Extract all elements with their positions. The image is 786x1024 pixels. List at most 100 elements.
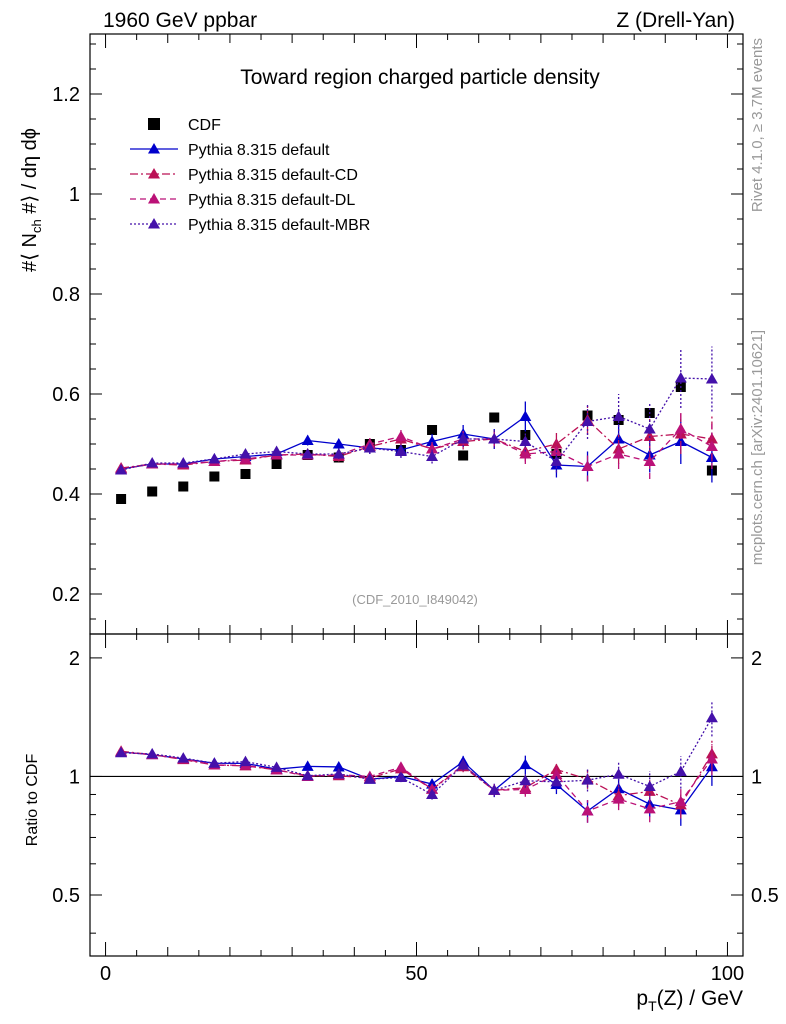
ratio-point [177,752,190,763]
x-tick-label: 0 [100,963,111,985]
data-point [208,453,221,464]
ratio-point [519,783,532,794]
x-tick-label: 100 [711,963,744,985]
ratio-point [426,788,439,800]
ratio-y-tick-label: 2 [69,648,80,670]
ratio-data-layer [115,700,718,826]
ratio-point [332,767,345,779]
data-point [394,445,407,456]
cdf-point [147,486,158,497]
ratio-y-tick-label-right: 0.5 [751,885,779,907]
ratio-point [332,760,345,772]
data-point [519,435,532,446]
ratio-point [519,774,532,786]
ratio-point [612,793,625,804]
y-tick-label: 0.8 [52,284,80,306]
ratio-point [301,769,314,781]
data-point [301,434,314,445]
main-data-layer [115,346,718,504]
data-point [643,430,656,441]
series-line [121,419,713,469]
cdf-point [427,425,438,435]
cdf-point [489,412,500,423]
data-point [643,455,656,466]
ratio-point [270,761,283,772]
ratio-point [394,771,407,783]
data-point [363,442,376,453]
data-point [612,410,625,421]
chart-title: Toward region charged particle density [240,66,600,89]
ratio-point [705,711,718,723]
y-axis-label: #⟨ Nch #⟩ / dη dϕ [19,128,44,272]
ratio-y-tick-label-right: 2 [751,648,762,670]
ratio-y-axis-label: Ratio to CDF [24,754,41,847]
ratio-axis-ticks: 0.5 0.5 1 1 2 2 [52,648,779,934]
data-point [674,372,687,383]
data-point [301,448,314,459]
analysis-id: (CDF_2010_I849042) [352,592,478,607]
ratio-point [239,755,252,767]
data-point [612,448,625,459]
data-point [674,423,687,434]
ratio-series-line [121,751,713,812]
ratio-point [146,747,159,759]
x-tick-label: 50 [405,963,427,985]
cdf-point [240,469,251,479]
legend-label: Pythia 8.315 default [188,142,330,159]
ratio-point [581,805,594,816]
ratio-series-line [121,717,713,796]
data-point [239,448,252,459]
ratio-y-tick-label: 0.5 [52,885,80,907]
ratio-series-line [121,750,713,806]
ratio-point [581,774,594,785]
legend-label: Pythia 8.315 default-CD [188,167,358,184]
ratio-y-tick-label-right: 1 [751,766,762,788]
legend-label: CDF [188,117,221,134]
data-point [550,455,563,466]
ratio-point [488,784,501,795]
series-line [120,428,713,470]
series-line [120,377,712,471]
x-axis-label: pT(Z) / GeV [636,987,743,1014]
legend-label: Pythia 8.315 default-DL [188,192,355,209]
data-point [115,464,128,475]
data-point [705,440,718,451]
y-tick-label: 0.6 [52,384,80,406]
ratio-y-tick-label: 1 [69,766,80,788]
cdf-point [116,494,127,504]
data-point [332,448,345,459]
ratio-point [457,759,470,770]
ratio-point [394,761,407,772]
side-label-mcplots: mcplots.cern.ch [arXiv:2401.10621] [749,330,766,565]
side-label-rivet: Rivet 4.1.0, ≥ 3.7M events [749,38,766,212]
data-point [550,438,563,449]
legend-marker [148,143,160,154]
data-point [643,423,656,434]
x-axis-ticks: 0 50 100 [100,34,744,985]
legend-marker [148,168,160,179]
header-right: Z (Drell-Yan) [616,9,735,32]
y-tick-label: 0.2 [52,584,80,606]
ratio-point [550,775,563,787]
y-tick-label: 1 [69,184,80,206]
data-point [426,443,439,454]
legend-marker [148,118,160,130]
legend-label: Pythia 8.315 default-MBR [188,217,370,234]
cdf-point [209,471,220,482]
data-point [581,415,594,426]
cdf-point [458,450,469,461]
header-left: 1960 GeV ppbar [103,9,257,32]
data-point [581,460,594,471]
data-point [457,433,470,444]
cdf-point [178,481,189,492]
data-point [519,448,532,459]
legend-marker [148,193,160,204]
ratio-point [208,757,221,768]
data-point [426,450,439,461]
data-point [519,410,532,421]
ratio-point [674,795,687,807]
y-tick-label: 1.2 [52,84,80,106]
ratio-point [426,783,439,794]
legend: CDF Pythia 8.315 default Pythia 8.315 defa… [130,117,370,234]
